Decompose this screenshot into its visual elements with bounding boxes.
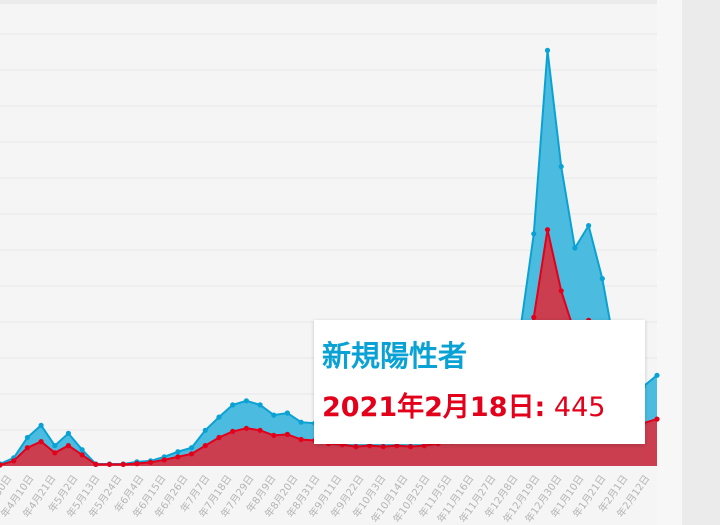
data-point[interactable] bbox=[230, 402, 236, 408]
data-point[interactable] bbox=[65, 430, 71, 436]
data-point[interactable] bbox=[544, 227, 551, 233]
data-point[interactable] bbox=[230, 428, 236, 434]
data-point[interactable] bbox=[202, 443, 208, 449]
x-axis-ticks: 年3月30日年4月10日年4月21日年5月2日年5月13日年5月24日年6月4日… bbox=[0, 472, 652, 525]
data-point[interactable] bbox=[38, 422, 44, 428]
data-point[interactable] bbox=[243, 425, 249, 431]
data-point[interactable] bbox=[175, 449, 181, 455]
data-point[interactable] bbox=[367, 443, 373, 449]
data-point[interactable] bbox=[298, 436, 304, 443]
data-point[interactable] bbox=[257, 402, 263, 408]
data-point[interactable] bbox=[380, 444, 386, 450]
data-point[interactable] bbox=[79, 452, 85, 458]
data-point[interactable] bbox=[161, 457, 167, 463]
data-point[interactable] bbox=[11, 458, 17, 464]
data-point[interactable] bbox=[586, 223, 592, 229]
data-point[interactable] bbox=[298, 419, 304, 425]
data-point[interactable] bbox=[134, 461, 140, 467]
data-point[interactable] bbox=[216, 414, 222, 420]
data-point[interactable] bbox=[243, 398, 249, 404]
data-point[interactable] bbox=[24, 445, 30, 451]
data-point[interactable] bbox=[421, 443, 427, 449]
data-point[interactable] bbox=[558, 288, 564, 294]
data-point[interactable] bbox=[531, 231, 537, 237]
data-point[interactable] bbox=[654, 416, 660, 422]
data-point[interactable] bbox=[106, 461, 113, 467]
right-gutter bbox=[657, 0, 682, 525]
data-point[interactable] bbox=[120, 461, 126, 467]
data-point[interactable] bbox=[24, 434, 30, 441]
data-point[interactable] bbox=[394, 443, 400, 449]
tooltip-value: 445 bbox=[553, 392, 606, 423]
data-point[interactable] bbox=[353, 444, 359, 450]
tooltip: 新規陽性者 2021年2月18日: 445 bbox=[314, 320, 645, 444]
data-point[interactable] bbox=[79, 447, 85, 453]
data-point[interactable] bbox=[558, 163, 564, 170]
data-point[interactable] bbox=[284, 410, 290, 416]
data-point[interactable] bbox=[175, 454, 181, 460]
data-point[interactable] bbox=[52, 450, 58, 456]
data-point[interactable] bbox=[257, 427, 263, 433]
data-point[interactable] bbox=[148, 459, 154, 465]
tooltip-date: 2021年2月18日: bbox=[322, 392, 546, 423]
data-point[interactable] bbox=[271, 432, 277, 438]
data-point[interactable] bbox=[284, 431, 290, 437]
data-point[interactable] bbox=[93, 461, 99, 467]
data-point[interactable] bbox=[654, 372, 660, 378]
data-point[interactable] bbox=[65, 443, 71, 449]
tooltip-value-row: 2021年2月18日: 445 bbox=[322, 386, 645, 430]
data-point[interactable] bbox=[189, 451, 195, 457]
data-point[interactable] bbox=[216, 434, 222, 441]
data-point[interactable] bbox=[572, 245, 578, 251]
tooltip-title: 新規陽性者 bbox=[322, 339, 468, 373]
data-point[interactable] bbox=[531, 314, 537, 320]
data-point[interactable] bbox=[52, 443, 58, 449]
data-point[interactable] bbox=[408, 444, 414, 450]
data-point[interactable] bbox=[0, 462, 3, 468]
data-point[interactable] bbox=[189, 445, 195, 451]
data-point[interactable] bbox=[599, 276, 605, 282]
data-point[interactable] bbox=[271, 412, 277, 418]
data-point[interactable] bbox=[38, 439, 44, 445]
data-point[interactable] bbox=[544, 47, 551, 54]
data-point[interactable] bbox=[202, 427, 208, 433]
